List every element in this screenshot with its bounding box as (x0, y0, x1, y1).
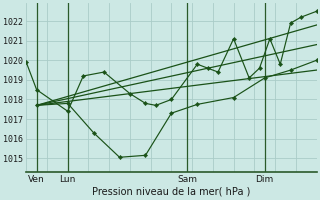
X-axis label: Pression niveau de la mer( hPa ): Pression niveau de la mer( hPa ) (92, 187, 251, 197)
